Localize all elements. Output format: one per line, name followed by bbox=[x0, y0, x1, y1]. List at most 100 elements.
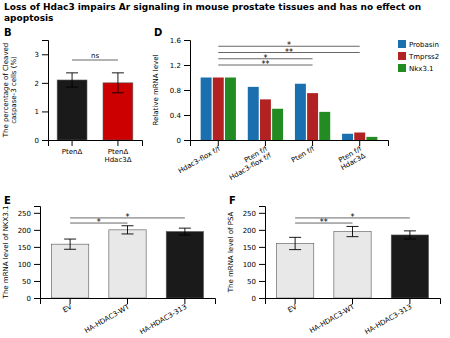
x-tick: EV bbox=[287, 298, 299, 314]
y-tick: 1 bbox=[35, 108, 48, 116]
error-bar-line bbox=[66, 72, 78, 73]
x-tick: Hdac3-flox f/f bbox=[177, 140, 222, 175]
tspan: PtenΔ bbox=[62, 148, 83, 156]
legend-label: Nkx3.1 bbox=[409, 65, 434, 73]
error-bar-line bbox=[179, 228, 191, 229]
x-axis: EVHA-HDAC3-WTHA-HDAC3-313 bbox=[266, 298, 441, 336]
tspan: Hdac3Δ bbox=[339, 152, 367, 173]
bar bbox=[354, 133, 365, 141]
y-tick-label: 100 bbox=[243, 261, 256, 269]
y-tick: 50 bbox=[247, 278, 265, 286]
panel: 00.40.81.21.6Hdac3-flox f/fPten f/fHdac3… bbox=[152, 37, 439, 182]
bar bbox=[260, 99, 271, 140]
y-tick-label: 0 bbox=[35, 137, 39, 145]
tspan: Relative mRNA level bbox=[152, 54, 160, 125]
y-tick: 150 bbox=[243, 244, 265, 252]
bar bbox=[225, 78, 236, 141]
x-tick-mark bbox=[312, 140, 313, 146]
error-bar bbox=[112, 73, 124, 93]
y-tick: 3 bbox=[35, 51, 48, 59]
y-tick-label: 150 bbox=[243, 244, 256, 252]
x-axis: Hdac3-flox f/fPten f/fHdac3-flox f/fPten… bbox=[177, 140, 389, 182]
x-tick-mark bbox=[70, 298, 71, 304]
error-bar-line bbox=[184, 228, 185, 235]
y-tick-mark bbox=[34, 281, 40, 282]
y-axis: 0123 bbox=[35, 41, 49, 145]
x-tick-label: Pten f/f bbox=[290, 145, 316, 165]
y-axis-title: The mRNA level of NKX3.1 bbox=[2, 206, 10, 300]
y-tick-mark bbox=[259, 230, 265, 231]
y-tick: 0 bbox=[252, 295, 265, 303]
significance-label: ** bbox=[261, 60, 269, 69]
y-tick: 150 bbox=[18, 244, 40, 252]
error-bar-line bbox=[64, 239, 76, 240]
panel-label: D bbox=[154, 27, 162, 38]
y-tick: 100 bbox=[18, 261, 40, 269]
x-tick-mark bbox=[409, 298, 410, 304]
tspan: apoptosis bbox=[4, 13, 53, 23]
x-tick-mark bbox=[295, 298, 296, 304]
x-tick-label: Hdac3-flox f/f bbox=[177, 145, 222, 176]
tspan: Pten f/f bbox=[290, 145, 316, 165]
x-axis: PtenΔ PtenΔHdac3Δ bbox=[49, 140, 143, 164]
legend-swatch bbox=[398, 52, 406, 60]
x-tick: Pten f/fHdac3Δ bbox=[336, 140, 368, 172]
x-tick: EV bbox=[62, 298, 74, 314]
tspan: caspase-3 cells (%) bbox=[10, 56, 18, 124]
bar bbox=[272, 109, 283, 140]
error-bar-line bbox=[112, 92, 124, 93]
y-axis: 050100150200250 bbox=[243, 207, 266, 303]
bar bbox=[319, 112, 330, 140]
y-tick-label: 1 bbox=[35, 108, 39, 116]
legend-swatch bbox=[398, 64, 406, 72]
legend-label: Probasin bbox=[409, 41, 439, 49]
y-tick-mark bbox=[184, 90, 190, 91]
y-tick-mark bbox=[259, 298, 265, 299]
x-tick-mark bbox=[184, 298, 185, 304]
panel: 050100150200250EVHA-HDAC3-WTHA-HDAC3-313… bbox=[2, 206, 216, 337]
x-tick-label: HA-HDAC3-WT bbox=[83, 303, 131, 335]
error-bar bbox=[64, 239, 76, 249]
x-tick: PtenΔHdac3Δ bbox=[104, 140, 131, 164]
y-tick-label: 50 bbox=[247, 278, 256, 286]
panel-label: B bbox=[4, 27, 12, 38]
plot-area bbox=[201, 78, 378, 141]
error-bar-line bbox=[347, 236, 359, 237]
panel-label: E bbox=[4, 195, 11, 206]
bar bbox=[276, 243, 313, 298]
y-tick-mark bbox=[184, 140, 190, 141]
error-bar-line bbox=[289, 249, 301, 250]
x-axis: EVHA-HDAC3-WTHA-HDAC3-313 bbox=[41, 298, 216, 336]
error-bar bbox=[122, 226, 134, 234]
x-tick-mark bbox=[117, 140, 118, 146]
y-tick-label: 1.2 bbox=[170, 62, 181, 70]
bar bbox=[57, 80, 87, 140]
tspan: Hdac3-flox f/f bbox=[177, 145, 222, 176]
x-tick-label: PtenΔ bbox=[62, 148, 83, 156]
y-tick-mark bbox=[42, 83, 48, 84]
x-tick-mark bbox=[352, 298, 353, 304]
x-tick-label: EV bbox=[62, 303, 74, 315]
y-tick-mark bbox=[259, 264, 265, 265]
figure-title: Loss of Hdac3 impairs Ar signaling in mo… bbox=[4, 2, 421, 23]
y-tick-label: 200 bbox=[243, 227, 256, 235]
y-tick-mark bbox=[34, 264, 40, 265]
error-bar-line bbox=[72, 73, 73, 87]
y-tick-label: 250 bbox=[18, 210, 31, 218]
significance-label: ** bbox=[320, 218, 328, 227]
y-tick-mark bbox=[34, 247, 40, 248]
y-tick-mark bbox=[259, 247, 265, 248]
y-tick-label: 0 bbox=[27, 295, 31, 303]
significance-label: * bbox=[126, 213, 130, 222]
tspan: EV bbox=[62, 303, 74, 315]
y-tick: 1.6 bbox=[170, 37, 190, 45]
y-tick: 0 bbox=[35, 137, 48, 145]
y-tick: 200 bbox=[243, 227, 265, 235]
y-tick-label: 3 bbox=[35, 51, 39, 59]
tspan: HA-HDAC3-313 bbox=[363, 303, 413, 336]
y-tick: 0.8 bbox=[170, 87, 190, 95]
bar bbox=[213, 78, 224, 141]
bar bbox=[109, 230, 146, 298]
y-tick: 200 bbox=[18, 227, 40, 235]
y-tick-label: 1.6 bbox=[170, 37, 182, 45]
